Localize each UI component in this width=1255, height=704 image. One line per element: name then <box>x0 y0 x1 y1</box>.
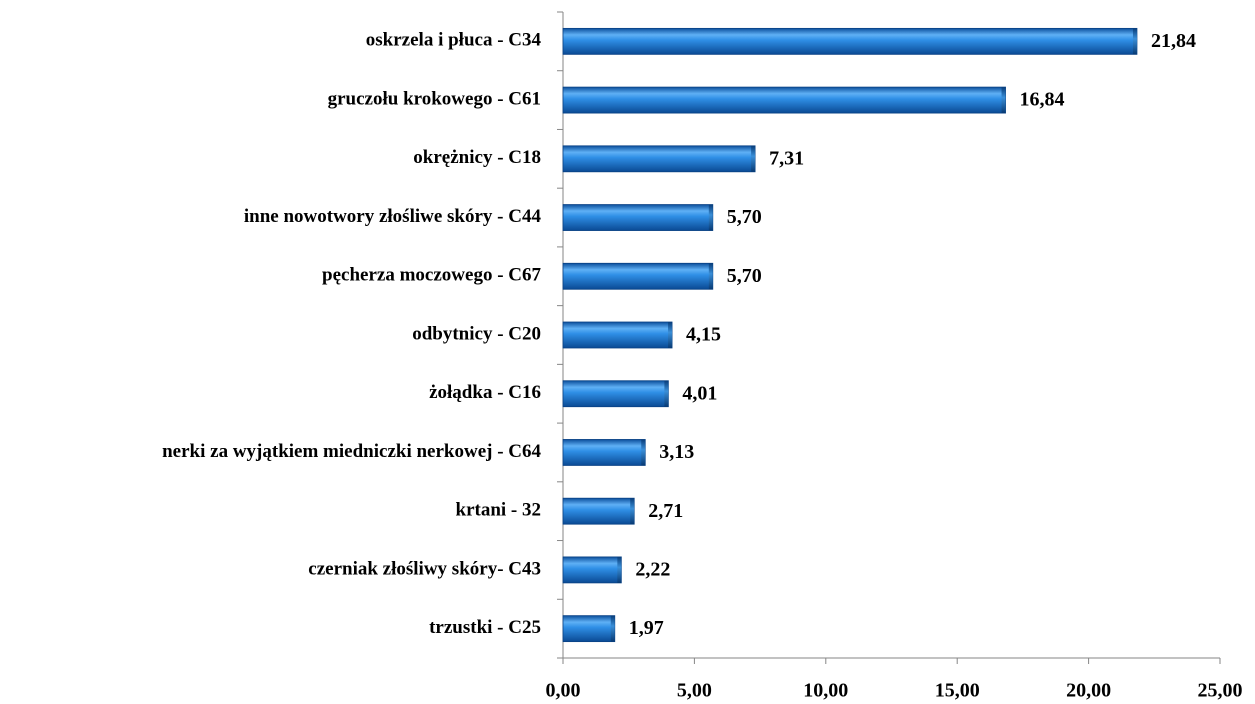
y-tick-label: okrężnicy - C18 <box>413 147 541 168</box>
y-tick-label: odbytnicy - C20 <box>412 323 541 344</box>
bar-end-cap <box>708 263 713 290</box>
y-tick-label: krtani - 32 <box>456 500 542 521</box>
y-tick-label: żołądka - C16 <box>429 382 541 403</box>
y-tick-label: nerki za wyjątkiem miedniczki nerkowej -… <box>162 441 541 462</box>
value-label: 7,31 <box>769 147 804 169</box>
bar-end-cap <box>751 145 756 172</box>
value-label: 4,01 <box>682 382 717 404</box>
bar <box>562 321 673 349</box>
bar <box>562 556 622 584</box>
value-label: 2,22 <box>635 559 670 581</box>
value-label: 4,15 <box>686 324 721 346</box>
bar-end-cap <box>1132 28 1137 55</box>
value-label: 5,70 <box>727 206 762 228</box>
x-tick-label: 15,00 <box>935 680 980 702</box>
bar-end-cap <box>1001 87 1006 114</box>
bar <box>562 86 1006 114</box>
bar-end-cap <box>664 380 669 407</box>
x-tick-label: 20,00 <box>1066 680 1111 702</box>
value-label: 16,84 <box>1020 89 1065 111</box>
value-label: 5,70 <box>727 265 762 287</box>
y-tick-label: pęcherza moczowego - C67 <box>322 265 541 286</box>
value-label: 2,71 <box>648 500 683 522</box>
bar-end-cap <box>617 556 622 583</box>
y-tick-label: oskrzela i płuca - C34 <box>366 30 542 51</box>
bar-end-cap <box>668 322 673 348</box>
bar <box>562 497 635 525</box>
bar <box>562 145 756 173</box>
bar <box>562 27 1138 55</box>
x-tick-label: 10,00 <box>803 680 848 702</box>
bar <box>562 380 669 408</box>
y-tick-label: trzustki - C25 <box>429 617 541 638</box>
value-label: 21,84 <box>1151 30 1196 52</box>
value-label: 1,97 <box>629 617 664 639</box>
bar-end-cap <box>708 204 713 231</box>
x-tick-label: 0,00 <box>546 680 581 702</box>
value-label: 3,13 <box>659 441 694 463</box>
bar <box>562 439 646 466</box>
bar <box>562 262 714 290</box>
plot-area: 0,00 5,00 10,00 15,00 20,00 25,00 oskrzela i p… <box>162 11 1243 702</box>
bar <box>562 615 616 643</box>
bar-end-cap <box>610 615 615 642</box>
bar <box>562 204 714 231</box>
y-tick-label: czerniak złośliwy skóry- C43 <box>308 558 541 579</box>
bar-end-cap <box>641 439 646 466</box>
y-tick-label: inne nowotwory złośliwe skóry - C44 <box>244 206 542 227</box>
y-tick-label: gruczołu krokowego - C61 <box>328 88 541 109</box>
x-tick-label: 25,00 <box>1198 680 1243 702</box>
bar-end-cap <box>630 498 635 525</box>
x-tick-label: 5,00 <box>677 680 712 702</box>
